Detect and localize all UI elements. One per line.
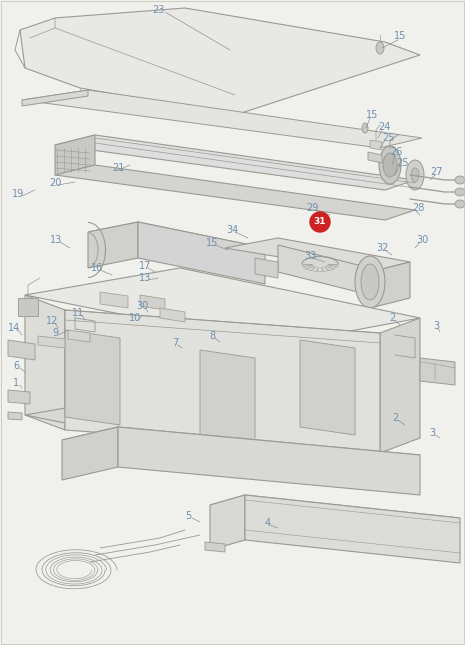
Polygon shape xyxy=(8,390,30,404)
Polygon shape xyxy=(38,336,65,348)
Polygon shape xyxy=(200,350,255,445)
Text: 2: 2 xyxy=(392,413,398,423)
Text: 31: 31 xyxy=(314,217,326,226)
Polygon shape xyxy=(22,90,88,106)
Text: 13: 13 xyxy=(139,273,151,283)
Text: 5: 5 xyxy=(185,511,191,521)
Polygon shape xyxy=(100,292,128,308)
Polygon shape xyxy=(205,542,225,552)
Ellipse shape xyxy=(362,123,368,133)
Polygon shape xyxy=(225,238,410,272)
Polygon shape xyxy=(370,262,410,308)
Polygon shape xyxy=(118,427,420,495)
Text: 16: 16 xyxy=(91,263,103,273)
Polygon shape xyxy=(300,340,355,435)
Polygon shape xyxy=(20,8,420,115)
Text: 3: 3 xyxy=(433,321,439,331)
Text: 32: 32 xyxy=(376,243,388,253)
Text: 15: 15 xyxy=(366,110,378,120)
Text: 25: 25 xyxy=(382,133,394,143)
Polygon shape xyxy=(255,258,278,278)
Polygon shape xyxy=(140,295,165,310)
Text: 19: 19 xyxy=(12,189,24,199)
Text: 20: 20 xyxy=(49,178,61,188)
Ellipse shape xyxy=(376,42,384,54)
Polygon shape xyxy=(25,268,420,345)
Ellipse shape xyxy=(355,256,385,308)
Text: 10: 10 xyxy=(129,313,141,323)
Polygon shape xyxy=(278,245,370,295)
Polygon shape xyxy=(245,495,460,563)
Polygon shape xyxy=(8,340,35,360)
Polygon shape xyxy=(370,140,382,150)
Polygon shape xyxy=(68,330,90,342)
Text: 34: 34 xyxy=(226,225,238,235)
Ellipse shape xyxy=(406,160,424,190)
Ellipse shape xyxy=(383,153,397,177)
Text: 30: 30 xyxy=(136,301,148,311)
Polygon shape xyxy=(62,427,420,468)
Text: 28: 28 xyxy=(412,203,424,213)
Text: 7: 7 xyxy=(172,338,178,348)
Ellipse shape xyxy=(455,200,465,208)
Text: 33: 33 xyxy=(304,251,316,261)
Polygon shape xyxy=(65,330,120,425)
Polygon shape xyxy=(88,222,138,268)
Text: 2: 2 xyxy=(389,313,395,323)
Text: 26: 26 xyxy=(390,147,402,157)
Text: 21: 21 xyxy=(112,163,124,173)
Polygon shape xyxy=(210,495,245,550)
Text: 15: 15 xyxy=(394,31,406,41)
Text: 27: 27 xyxy=(430,167,442,177)
Polygon shape xyxy=(55,165,415,220)
Polygon shape xyxy=(210,495,460,528)
Ellipse shape xyxy=(411,168,419,182)
Polygon shape xyxy=(368,152,382,163)
Polygon shape xyxy=(8,412,22,420)
Polygon shape xyxy=(62,427,118,480)
Polygon shape xyxy=(55,135,95,175)
Text: 11: 11 xyxy=(72,308,84,318)
Ellipse shape xyxy=(455,188,465,196)
Ellipse shape xyxy=(379,146,401,184)
Polygon shape xyxy=(22,90,422,148)
Polygon shape xyxy=(160,308,185,322)
Text: 4: 4 xyxy=(265,518,271,528)
Text: 29: 29 xyxy=(306,203,318,213)
Ellipse shape xyxy=(455,176,465,184)
Text: 12: 12 xyxy=(46,316,58,326)
Text: 1: 1 xyxy=(13,378,19,388)
Polygon shape xyxy=(55,135,415,190)
Text: 9: 9 xyxy=(52,328,58,338)
Polygon shape xyxy=(25,295,65,430)
Text: 14: 14 xyxy=(8,323,20,333)
Text: 24: 24 xyxy=(378,122,390,132)
Text: 30: 30 xyxy=(416,235,428,245)
Circle shape xyxy=(310,212,330,232)
Polygon shape xyxy=(420,358,455,385)
Polygon shape xyxy=(65,310,380,453)
Polygon shape xyxy=(138,222,265,284)
Polygon shape xyxy=(380,318,420,453)
Polygon shape xyxy=(25,388,420,465)
Ellipse shape xyxy=(361,264,379,300)
Polygon shape xyxy=(18,298,38,316)
Text: 3: 3 xyxy=(429,428,435,438)
Text: 25: 25 xyxy=(396,158,408,168)
Text: 23: 23 xyxy=(152,5,164,15)
Polygon shape xyxy=(88,222,265,258)
Text: 15: 15 xyxy=(206,238,218,248)
Text: 13: 13 xyxy=(50,235,62,245)
Text: 17: 17 xyxy=(139,261,151,271)
Text: 8: 8 xyxy=(209,331,215,341)
Text: 6: 6 xyxy=(13,361,19,371)
